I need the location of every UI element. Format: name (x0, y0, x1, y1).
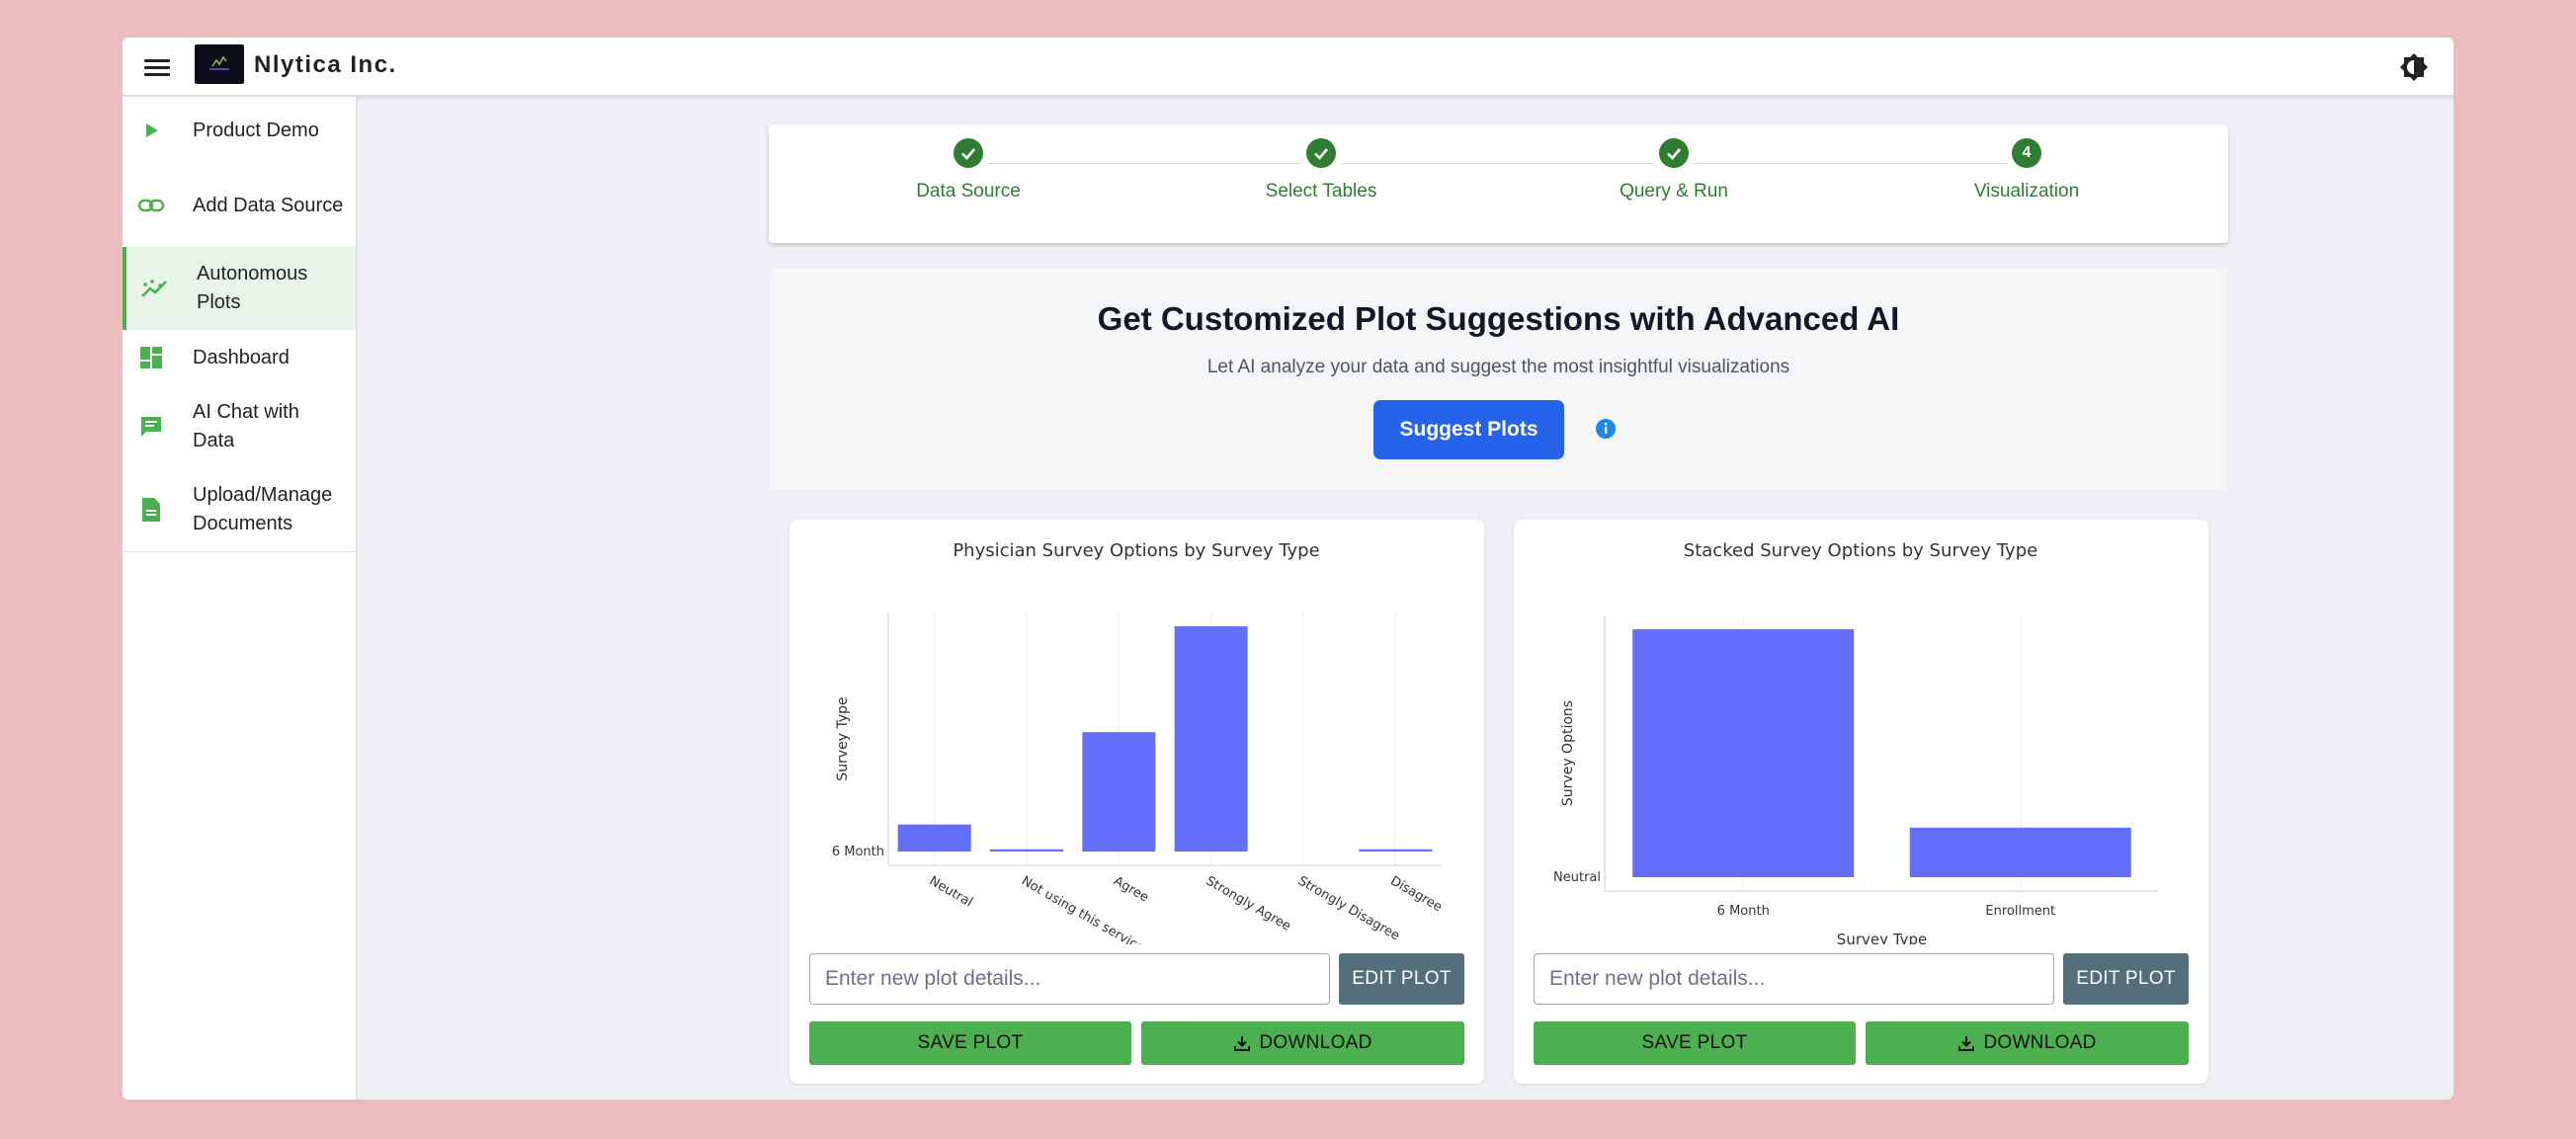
download-button[interactable]: DOWNLOAD (1141, 1021, 1464, 1065)
download-icon (1234, 1036, 1251, 1051)
edit-plot-button[interactable]: EDIT PLOT (1339, 953, 1464, 1005)
bar-disagree (1359, 849, 1433, 852)
chart-title: Physician Survey Options by Survey Type (953, 540, 1319, 561)
x-axis-label: Survey Type (1837, 931, 1927, 944)
download-button[interactable]: DOWNLOAD (1866, 1021, 2189, 1065)
y-tick-label: 6 Month (832, 845, 884, 859)
y-axis-label: Survey Options (1560, 700, 1576, 806)
bar-not-using-this-service (990, 849, 1063, 852)
sidebar-item-label: Dashboard (193, 346, 290, 368)
step-query-run[interactable]: Query & Run (1526, 138, 1822, 203)
step-label: Data Source (916, 181, 1021, 202)
bar-neutral (897, 824, 971, 852)
x-tick-label: 6 Month (1717, 904, 1770, 919)
plot-details-input[interactable] (809, 953, 1330, 1005)
info-icon[interactable] (1595, 418, 1617, 440)
bar-chart: Physician Survey Options by Survey Type N… (832, 540, 1445, 944)
download-label: DOWNLOAD (1983, 1032, 2097, 1053)
sidebar-item-label: Upload/Manage Documents (193, 484, 333, 534)
check-icon (1306, 138, 1336, 168)
download-icon (1958, 1036, 1975, 1051)
save-plot-label: SAVE PLOT (917, 1032, 1024, 1053)
save-plot-button[interactable]: SAVE PLOT (1534, 1021, 1856, 1065)
hamburger-menu-icon[interactable] (144, 55, 170, 79)
sidebar-item-label: Autonomous Plots (197, 263, 308, 313)
app-window: Nlytica Inc. Product Demo Add Data Source… (123, 38, 2453, 1099)
plot-card-1: Physician Survey Options by Survey Type N… (789, 520, 1484, 1084)
bar-enrollment (1909, 827, 2131, 877)
theme-toggle-icon[interactable] (2398, 51, 2430, 83)
check-icon (1659, 138, 1689, 168)
sidebar-item-upload-manage-documents[interactable]: Upload/Manage Documents (123, 468, 356, 551)
sidebar-item-autonomous-plots[interactable]: Autonomous Plots (123, 247, 356, 330)
brand-name: Nlytica Inc. (254, 51, 397, 78)
x-tick-label: Agree (1111, 873, 1151, 905)
edit-plot-button[interactable]: EDIT PLOT (2063, 953, 2189, 1005)
sidebar-item-label: Add Data Source (193, 194, 344, 216)
bar-strongly-agree (1174, 626, 1248, 852)
step-label: Query & Run (1620, 181, 1728, 202)
step-label: Visualization (1973, 181, 2080, 202)
bar-chart: Stacked Survey Options by Survey Type 6 M… (1553, 540, 2159, 944)
x-tick-label: Enrollment (1985, 904, 2055, 919)
trend-icon (140, 274, 170, 303)
save-plot-label: SAVE PLOT (1641, 1032, 1748, 1053)
y-axis-label: Survey Type (835, 696, 851, 780)
top-bar: Nlytica Inc. (123, 38, 2453, 97)
bar-agree (1082, 732, 1156, 852)
sidebar-nav: Product Demo Add Data Source Autonomous Pl… (123, 97, 356, 552)
step-number: 4 (2012, 138, 2041, 168)
step-select-tables[interactable]: Select Tables (1173, 138, 1469, 203)
step-connector (988, 163, 1301, 164)
plot-card-2: Stacked Survey Options by Survey Type 6 M… (1514, 520, 2208, 1084)
step-connector (1694, 163, 2007, 164)
download-label: DOWNLOAD (1259, 1032, 1372, 1053)
sidebar-item-ai-chat-with-data[interactable]: AI Chat with Data (123, 385, 356, 468)
bar-6-month (1632, 629, 1855, 877)
suggest-plots-button[interactable]: Suggest Plots (1373, 400, 1564, 459)
dashboard-icon (136, 343, 166, 372)
sidebar-item-add-data-source[interactable]: Add Data Source (123, 164, 356, 247)
link-icon (136, 191, 166, 220)
step-visualization[interactable]: 4 Visualization (1878, 138, 2175, 203)
x-tick-label: Strongly Agree (1204, 873, 1293, 934)
sidebar-item-dashboard[interactable]: Dashboard (123, 330, 356, 385)
chat-icon (136, 412, 166, 442)
x-tick-label: Disagree (1387, 873, 1444, 915)
x-tick-label: Strongly Disagree (1295, 873, 1402, 943)
step-connector (1341, 163, 1654, 164)
sidebar-item-product-demo[interactable]: Product Demo (123, 97, 356, 164)
company-logo (195, 44, 244, 84)
chart-title: Stacked Survey Options by Survey Type (1684, 540, 2037, 561)
hero-title: Get Customized Plot Suggestions with Adv… (1097, 300, 1900, 337)
document-icon (136, 495, 166, 525)
check-icon (954, 138, 983, 168)
y-tick-label: Neutral (1553, 870, 1601, 885)
sidebar-item-label: Product Demo (193, 119, 319, 141)
save-plot-button[interactable]: SAVE PLOT (809, 1021, 1131, 1065)
hero-subtitle: Let AI analyze your data and suggest the… (1206, 357, 1790, 377)
stepper-card (769, 124, 2228, 243)
x-tick-label: Neutral (927, 873, 975, 910)
plot-details-input[interactable] (1534, 953, 2054, 1005)
suggestion-panel: Get Customized Plot Suggestions with Adv… (769, 269, 2228, 490)
step-data-source[interactable]: Data Source (820, 138, 1117, 203)
sidebar: Product Demo Add Data Source Autonomous Pl… (123, 97, 358, 1099)
step-label: Select Tables (1265, 181, 1377, 202)
sidebar-item-label: AI Chat with Data (193, 401, 299, 451)
play-icon (136, 116, 166, 145)
